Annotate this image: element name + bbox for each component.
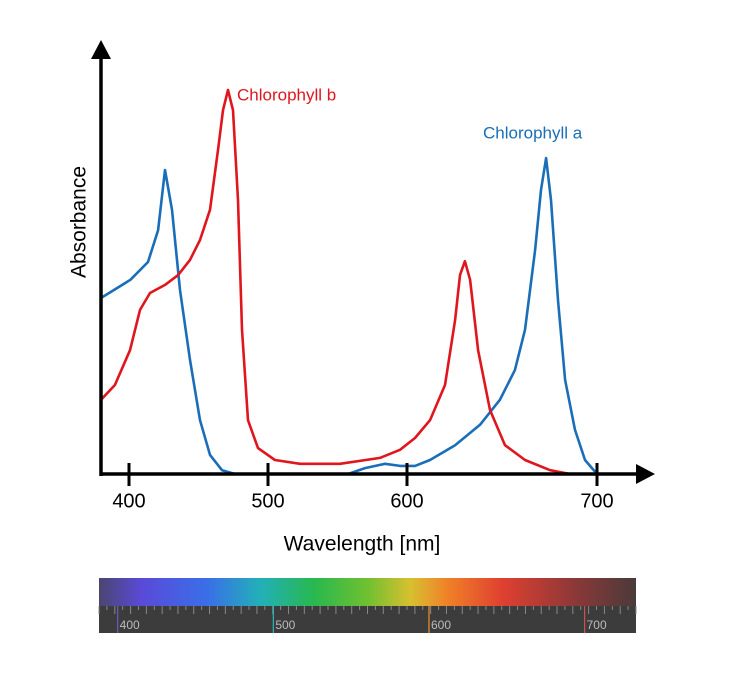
- spectrum-tick-label: 400: [120, 618, 140, 632]
- y-axis-arrow: [91, 40, 111, 59]
- x-tick-label: 600: [390, 490, 423, 512]
- series-label: Chlorophyll a: [483, 123, 583, 142]
- x-axis-arrow: [636, 464, 655, 484]
- spectrum-scale: 400 500 600 700: [98, 606, 637, 633]
- spectrum-tick-label: 500: [275, 618, 295, 632]
- x-axis-title: Wavelength [nm]: [284, 533, 441, 556]
- x-tick-label: 400: [112, 490, 145, 512]
- series-label: Chlorophyll b: [237, 85, 336, 104]
- series-line: [100, 156, 598, 476]
- spectrum-tick-label: 700: [587, 618, 607, 632]
- y-axis-title: Absorbance: [68, 166, 91, 278]
- x-tick-label: 700: [580, 490, 613, 512]
- x-tick-label: 500: [251, 490, 284, 512]
- series-line: [100, 88, 571, 476]
- spectrum-tick-label: 600: [431, 618, 451, 632]
- plot-area: [100, 88, 598, 476]
